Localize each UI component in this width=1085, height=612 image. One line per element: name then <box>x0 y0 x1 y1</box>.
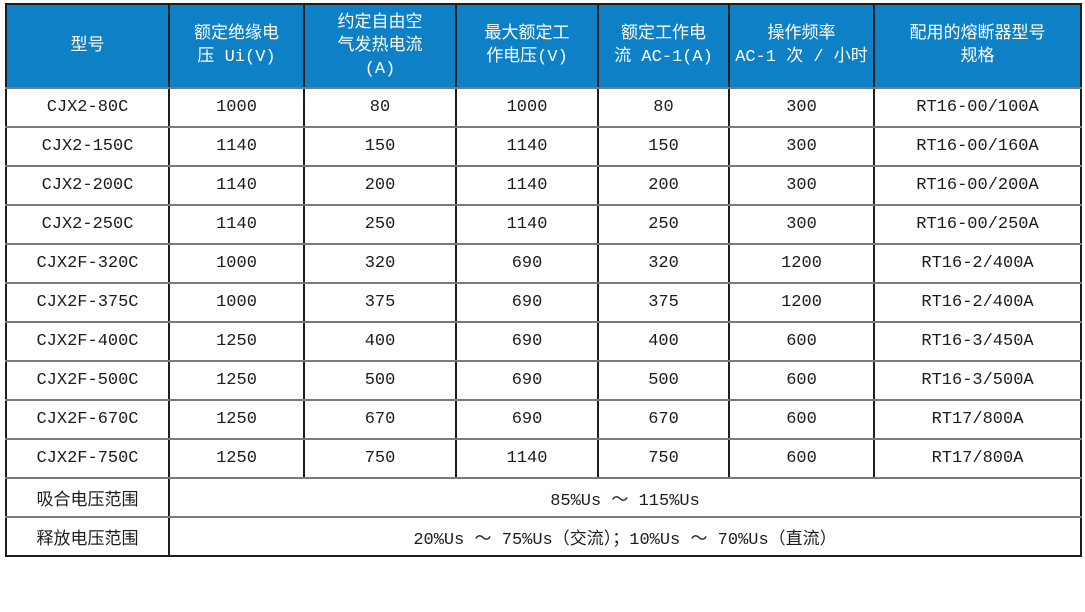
value-cell: 690 <box>455 282 599 323</box>
value-cell: 1250 <box>168 438 305 479</box>
value-cell: 1140 <box>455 165 599 206</box>
value-cell: RT16-2/400A <box>873 243 1082 284</box>
value-cell: 1250 <box>168 321 305 362</box>
value-cell: 300 <box>728 165 875 206</box>
model-cell: CJX2F-320C <box>5 243 170 284</box>
header-row: 型号 额定绝缘电 压 Ui(V) 约定自由空 气发热电流 (A) 最大额定工 作电压(… <box>5 3 1082 89</box>
value-cell: 690 <box>455 360 599 401</box>
footer-label-cell: 释放电压范围 <box>5 516 170 557</box>
value-cell: 1140 <box>455 126 599 167</box>
table-row: CJX2F-320C 1000 320 690 320 1200 RT16-2/400A <box>5 243 1082 284</box>
contactor-spec-table: 型号 额定绝缘电 压 Ui(V) 约定自由空 气发热电流 (A) 最大额定工 作电压(… <box>5 3 1082 557</box>
value-cell: RT17/800A <box>873 438 1082 479</box>
value-cell: 150 <box>597 126 730 167</box>
value-cell: 500 <box>303 360 457 401</box>
value-cell: 1000 <box>168 282 305 323</box>
value-cell: 1140 <box>455 438 599 479</box>
value-cell: 80 <box>303 87 457 128</box>
table-row: CJX2F-400C 1250 400 690 400 600 RT16-3/450A <box>5 321 1082 362</box>
value-cell: 750 <box>597 438 730 479</box>
model-cell: CJX2F-375C <box>5 282 170 323</box>
page: 型号 额定绝缘电 压 Ui(V) 约定自由空 气发热电流 (A) 最大额定工 作电压(… <box>5 3 1082 557</box>
table-row: CJX2-200C 1140 200 1140 200 300 RT16-00/200A <box>5 165 1082 206</box>
value-cell: 690 <box>455 399 599 440</box>
value-cell: 300 <box>728 126 875 167</box>
value-cell: 200 <box>597 165 730 206</box>
model-cell: CJX2F-750C <box>5 438 170 479</box>
value-cell: 300 <box>728 204 875 245</box>
value-cell: 1140 <box>455 204 599 245</box>
model-cell: CJX2F-670C <box>5 399 170 440</box>
model-cell: CJX2F-400C <box>5 321 170 362</box>
value-cell: 320 <box>597 243 730 284</box>
table-row: CJX2F-750C 1250 750 1140 750 600 RT17/800A <box>5 438 1082 479</box>
value-cell: RT16-2/400A <box>873 282 1082 323</box>
value-cell: 400 <box>597 321 730 362</box>
value-cell: 250 <box>597 204 730 245</box>
value-cell: 375 <box>303 282 457 323</box>
value-cell: 690 <box>455 321 599 362</box>
table-row: CJX2F-375C 1000 375 690 375 1200 RT16-2/400A <box>5 282 1082 323</box>
model-cell: CJX2-80C <box>5 87 170 128</box>
column-header-fuse-spec: 配用的熔断器型号 规格 <box>873 3 1082 89</box>
value-cell: RT16-00/200A <box>873 165 1082 206</box>
model-cell: CJX2-250C <box>5 204 170 245</box>
table-row: CJX2-250C 1140 250 1140 250 300 RT16-00/250A <box>5 204 1082 245</box>
pickup-voltage-range-row: 吸合电压范围 85%Us ～ 115%Us <box>5 477 1082 518</box>
value-cell: 1140 <box>168 165 305 206</box>
value-cell: RT16-00/100A <box>873 87 1082 128</box>
footer-label-cell: 吸合电压范围 <box>5 477 170 518</box>
value-cell: 400 <box>303 321 457 362</box>
value-cell: RT16-3/450A <box>873 321 1082 362</box>
value-cell: 375 <box>597 282 730 323</box>
model-cell: CJX2-150C <box>5 126 170 167</box>
value-cell: 80 <box>597 87 730 128</box>
value-cell: 1000 <box>168 243 305 284</box>
value-cell: 1000 <box>455 87 599 128</box>
model-cell: CJX2F-500C <box>5 360 170 401</box>
value-cell: 600 <box>728 321 875 362</box>
value-cell: 1140 <box>168 204 305 245</box>
value-cell: 1250 <box>168 360 305 401</box>
value-cell: 690 <box>455 243 599 284</box>
value-cell: 1200 <box>728 282 875 323</box>
value-cell: RT16-00/250A <box>873 204 1082 245</box>
value-cell: 1200 <box>728 243 875 284</box>
footer-value-cell: 85%Us ～ 115%Us <box>168 477 1082 518</box>
value-cell: 1250 <box>168 399 305 440</box>
value-cell: RT16-3/500A <box>873 360 1082 401</box>
value-cell: 1140 <box>168 126 305 167</box>
value-cell: 600 <box>728 360 875 401</box>
value-cell: 250 <box>303 204 457 245</box>
footer-value-cell: 20%Us ～ 75%Us（交流）；10%Us ～ 70%Us（直流） <box>168 516 1082 557</box>
value-cell: 600 <box>728 438 875 479</box>
table-row: CJX2-150C 1140 150 1140 150 300 RT16-00/160A <box>5 126 1082 167</box>
column-header-model: 型号 <box>5 3 170 89</box>
value-cell: 600 <box>728 399 875 440</box>
value-cell: RT17/800A <box>873 399 1082 440</box>
value-cell: 670 <box>303 399 457 440</box>
column-header-working-current: 额定工作电 流 AC-1(A) <box>597 3 730 89</box>
value-cell: 300 <box>728 87 875 128</box>
table-row: CJX2F-500C 1250 500 690 500 600 RT16-3/500A <box>5 360 1082 401</box>
table-row: CJX2-80C 1000 80 1000 80 300 RT16-00/100A <box>5 87 1082 128</box>
value-cell: 200 <box>303 165 457 206</box>
value-cell: RT16-00/160A <box>873 126 1082 167</box>
value-cell: 150 <box>303 126 457 167</box>
release-voltage-range-row: 释放电压范围 20%Us ～ 75%Us（交流）；10%Us ～ 70%Us（直流… <box>5 516 1082 557</box>
column-header-max-working-voltage: 最大额定工 作电压(V) <box>455 3 599 89</box>
value-cell: 320 <box>303 243 457 284</box>
value-cell: 500 <box>597 360 730 401</box>
value-cell: 670 <box>597 399 730 440</box>
value-cell: 750 <box>303 438 457 479</box>
table-row: CJX2F-670C 1250 670 690 670 600 RT17/800A <box>5 399 1082 440</box>
column-header-operating-frequency: 操作频率 AC-1 次 / 小时 <box>728 3 875 89</box>
value-cell: 1000 <box>168 87 305 128</box>
column-header-thermal-current: 约定自由空 气发热电流 (A) <box>303 3 457 89</box>
column-header-insulation-voltage: 额定绝缘电 压 Ui(V) <box>168 3 305 89</box>
model-cell: CJX2-200C <box>5 165 170 206</box>
